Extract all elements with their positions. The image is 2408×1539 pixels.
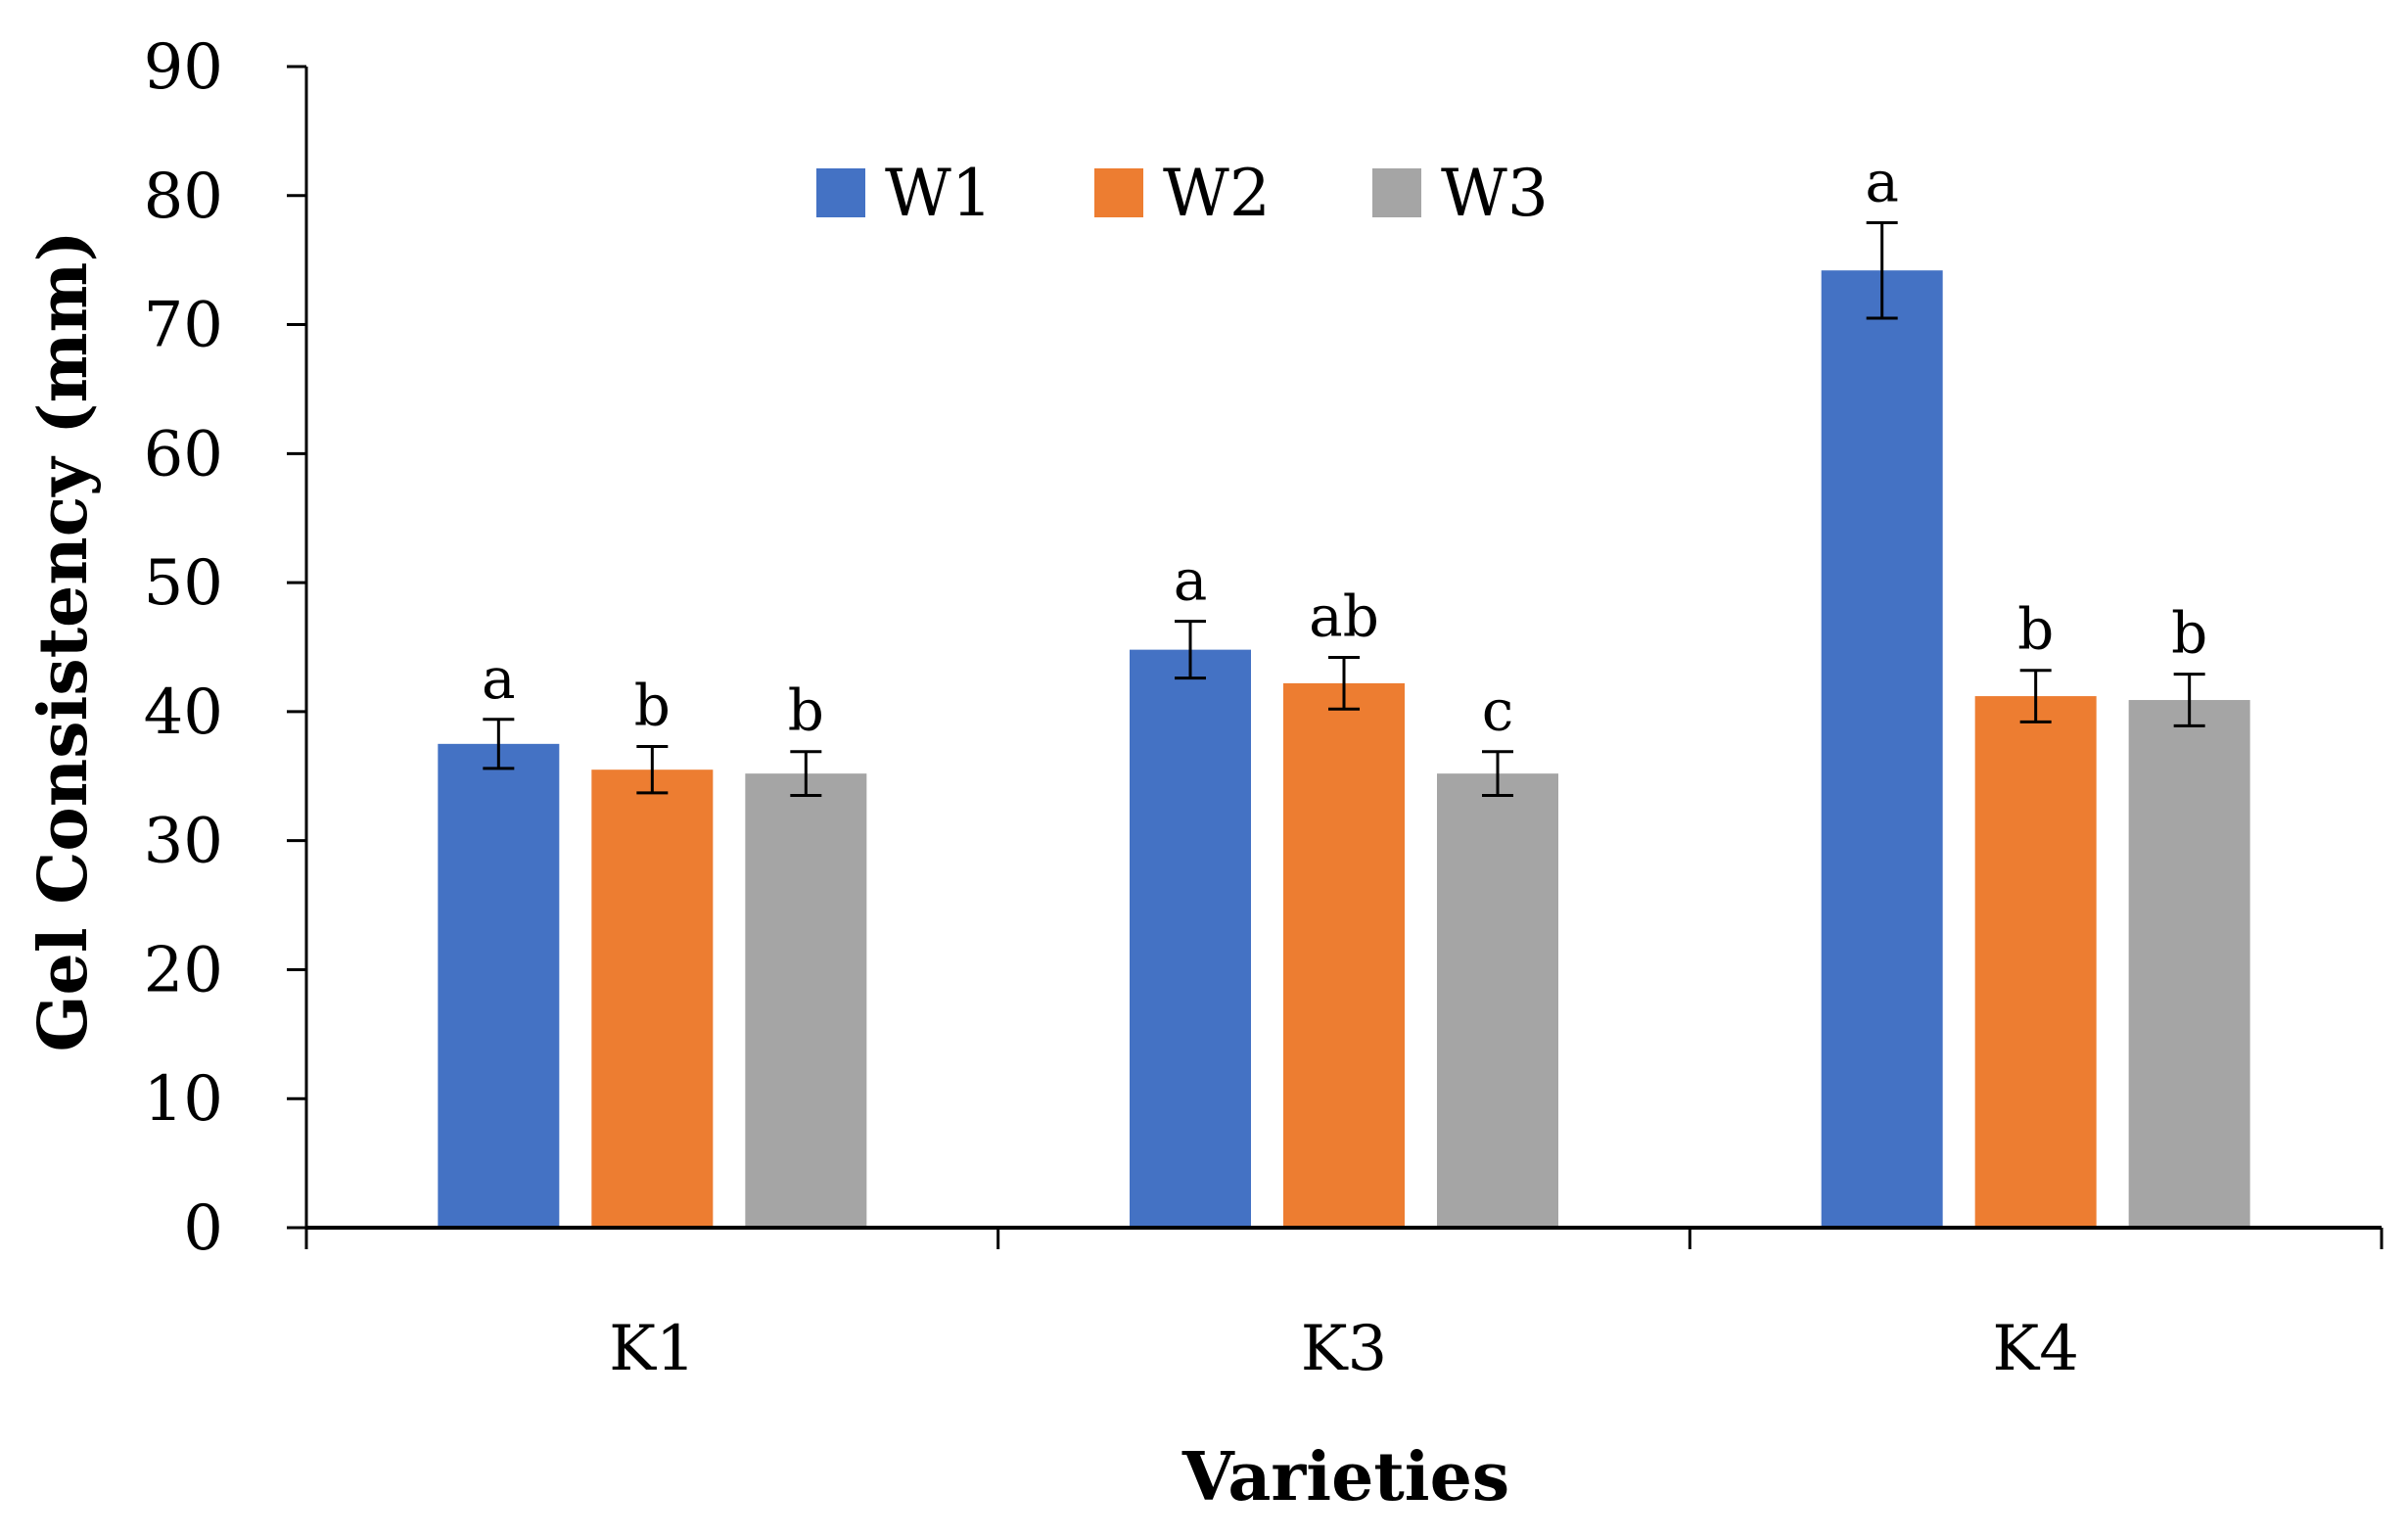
legend-swatch-W3 [1372, 168, 1421, 217]
y-tick-label: 50 [144, 547, 223, 620]
axes [304, 67, 2384, 1249]
legend-label-W2: W2 [1163, 156, 1271, 231]
y-tick-label: 10 [144, 1063, 223, 1136]
significance-label: a [1865, 148, 1899, 214]
legend-swatch-W2 [1094, 168, 1143, 217]
category-label-K4: K4 [1992, 1313, 2079, 1385]
x-axis-title: Varieties [1181, 1438, 1509, 1516]
y-tick-label: 80 [144, 161, 223, 233]
y-tick-label: 70 [144, 290, 223, 362]
bar-W1-K3 [1130, 649, 1251, 1228]
significance-label: b [788, 677, 824, 744]
y-axis-title: Gel Consistency (mm) [24, 230, 103, 1051]
significance-label: b [634, 672, 671, 738]
significance-label: a [482, 645, 516, 712]
bar-W3-K1 [745, 773, 867, 1228]
legend-swatch-W1 [816, 168, 865, 217]
category-label-K1: K1 [609, 1313, 696, 1385]
y-tick-label: 20 [144, 934, 223, 1006]
legend-label-W1: W1 [885, 156, 993, 231]
y-axis-ticks: 0 10 20 30 40 50 60 70 80 90 [144, 31, 306, 1265]
bar-W3-K4 [2128, 700, 2250, 1228]
error-bars [483, 220, 2205, 798]
y-tick-label: 40 [144, 676, 223, 749]
bar-W2-K1 [591, 770, 714, 1228]
significance-label: b [2171, 600, 2207, 667]
y-tick-label: 30 [144, 806, 223, 878]
bar-W2-K4 [1974, 696, 2097, 1228]
significance-label: b [2017, 596, 2054, 663]
bar-W3-K3 [1437, 773, 1558, 1228]
y-tick-label: 60 [144, 418, 223, 490]
significance-label: a [1174, 547, 1208, 614]
significance-label: c [1482, 677, 1513, 744]
bar-W2-K3 [1283, 682, 1405, 1228]
category-label-K3: K3 [1301, 1313, 1388, 1385]
legend-label-W3: W3 [1441, 156, 1549, 231]
bars [438, 270, 2250, 1229]
x-axis-categories: K1 K3 K4 [609, 1313, 2079, 1385]
significance-label: ab [1309, 583, 1379, 650]
bar-W1-K1 [438, 743, 560, 1228]
y-tick-label: 90 [144, 31, 223, 104]
bar-W1-K4 [1821, 270, 1943, 1229]
legend: W1 W2 W3 [816, 156, 1549, 231]
y-tick-label: 0 [183, 1192, 223, 1265]
